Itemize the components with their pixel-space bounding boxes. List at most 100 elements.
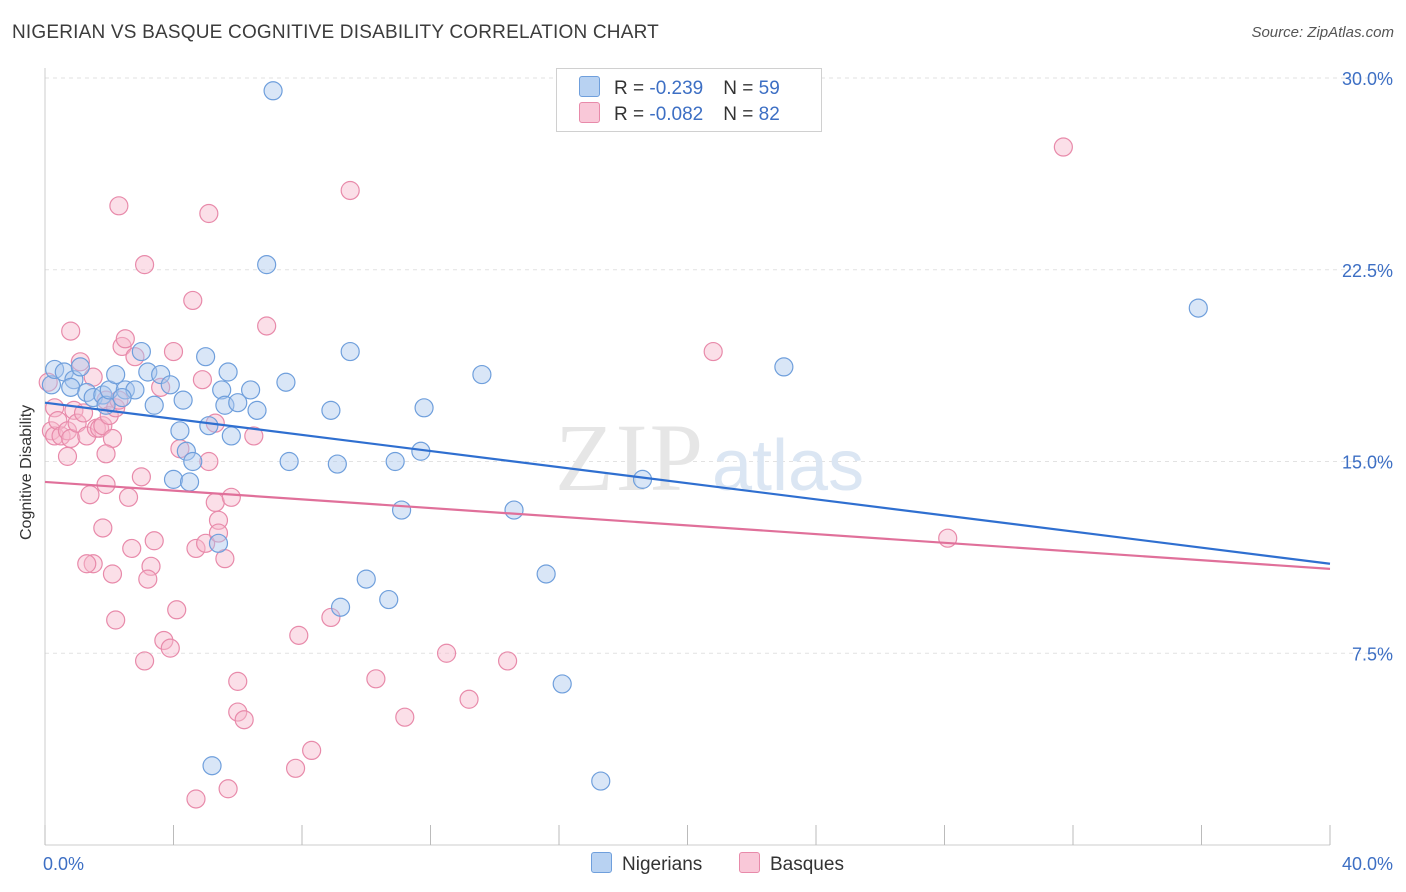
basque-point (106, 610, 126, 630)
basque-point (186, 789, 206, 809)
nigerian-point (199, 416, 219, 436)
nigerian-point (774, 357, 794, 377)
basque-point (459, 689, 479, 709)
basque-point (498, 651, 518, 671)
basque-point (436, 643, 457, 663)
basque-point (321, 607, 341, 628)
trend-lines (44, 401, 1331, 570)
basque-point (395, 707, 415, 727)
basque-point (167, 600, 187, 620)
basque-point (703, 341, 723, 362)
legend-n-value: 59 (758, 78, 780, 99)
legend-r-value: -0.082 (649, 104, 704, 125)
basque-point (228, 671, 248, 691)
nigerian-point (228, 393, 248, 413)
legend-n-label: N = (723, 104, 759, 125)
nigerian-point (391, 500, 412, 520)
y-tick-label: 7.5% (1352, 644, 1393, 664)
nigerian-point (385, 451, 405, 472)
basque-point (67, 413, 87, 433)
y-tick-label: 15.0% (1342, 453, 1393, 473)
nigerian-point (276, 372, 296, 392)
basque-point (93, 518, 113, 538)
nigerian-point (247, 400, 267, 420)
legend-r-value: -0.239 (649, 78, 704, 99)
basque-point (45, 426, 65, 446)
basque-point (90, 418, 110, 438)
grid-lines (45, 77, 1392, 654)
basque-point (61, 321, 81, 341)
nigerian-point (151, 364, 171, 385)
basque-point (93, 416, 113, 436)
basque-point (199, 451, 219, 472)
basque-point (289, 625, 309, 645)
source-label: Source: ZipAtlas.com (1251, 24, 1394, 41)
nigerian-point (196, 347, 216, 367)
legend-r-label: R = (614, 104, 650, 125)
basque-point (199, 203, 219, 224)
nigerian-point (414, 398, 434, 418)
basque-point (192, 370, 213, 390)
y-tick-label: 30.0% (1342, 69, 1393, 89)
nigerian-point (327, 454, 347, 474)
nigerian-point (70, 357, 90, 377)
basque-point (234, 710, 254, 730)
nigerian-point (77, 382, 97, 403)
basque-point (41, 421, 62, 441)
basques-trend-line (44, 480, 1331, 570)
nigerian-point (115, 380, 135, 400)
basque-point (154, 630, 174, 651)
basque-point (134, 255, 155, 275)
nigerian-point (1188, 298, 1208, 318)
basque-point (70, 352, 90, 372)
basque-point (228, 702, 248, 722)
nigerian-point (340, 341, 360, 362)
nigerian-point (330, 597, 351, 617)
basque-point (48, 410, 68, 431)
basques-swatch (739, 852, 760, 873)
nigerian-point (321, 400, 341, 420)
correlation-legend: R = -0.239 N = 59 R = -0.082 N = 82 (556, 68, 822, 132)
nigerian-point (504, 500, 524, 520)
nigerian-point (208, 533, 229, 553)
nigerians-swatch (579, 76, 600, 97)
legend-n-label: N = (723, 78, 759, 99)
nigerian-point (536, 564, 556, 584)
basque-point (57, 421, 78, 441)
basque-point (80, 485, 100, 505)
basque-point (163, 341, 184, 362)
nigerian-point (202, 756, 222, 776)
basque-point (221, 487, 241, 507)
nigerian-point (93, 385, 113, 405)
nigerian-point (144, 395, 164, 415)
nigerian-point (263, 81, 283, 101)
legend-n-value: 82 (758, 104, 780, 125)
legend-item-basques: Basques (739, 852, 844, 876)
nigerian-point (176, 441, 196, 461)
basque-point (138, 569, 158, 589)
legend-row-nigerians: R = -0.239 N = 59 (579, 76, 780, 100)
basque-point (112, 336, 132, 357)
basque-point (57, 446, 78, 466)
x-tick-label: 0.0% (43, 854, 84, 874)
legend-r-label: R = (614, 78, 650, 99)
basque-point (131, 467, 151, 487)
nigerians-swatch (591, 852, 612, 873)
nigerian-point (163, 469, 184, 489)
nigerian-point (61, 377, 81, 397)
basque-point (244, 426, 264, 446)
nigerian-point (221, 426, 241, 446)
nigerian-point (241, 380, 261, 400)
nigerian-point (170, 421, 190, 441)
nigerian-point (279, 451, 299, 472)
nigerian-point (212, 380, 232, 400)
basque-point (183, 290, 203, 311)
nigerian-point (591, 771, 611, 791)
watermark-zip: ZIP (555, 404, 705, 511)
basque-point (1053, 137, 1073, 157)
basque-point (205, 492, 225, 513)
basque-point (96, 474, 116, 495)
basque-point (122, 538, 142, 559)
basque-point (257, 316, 277, 336)
